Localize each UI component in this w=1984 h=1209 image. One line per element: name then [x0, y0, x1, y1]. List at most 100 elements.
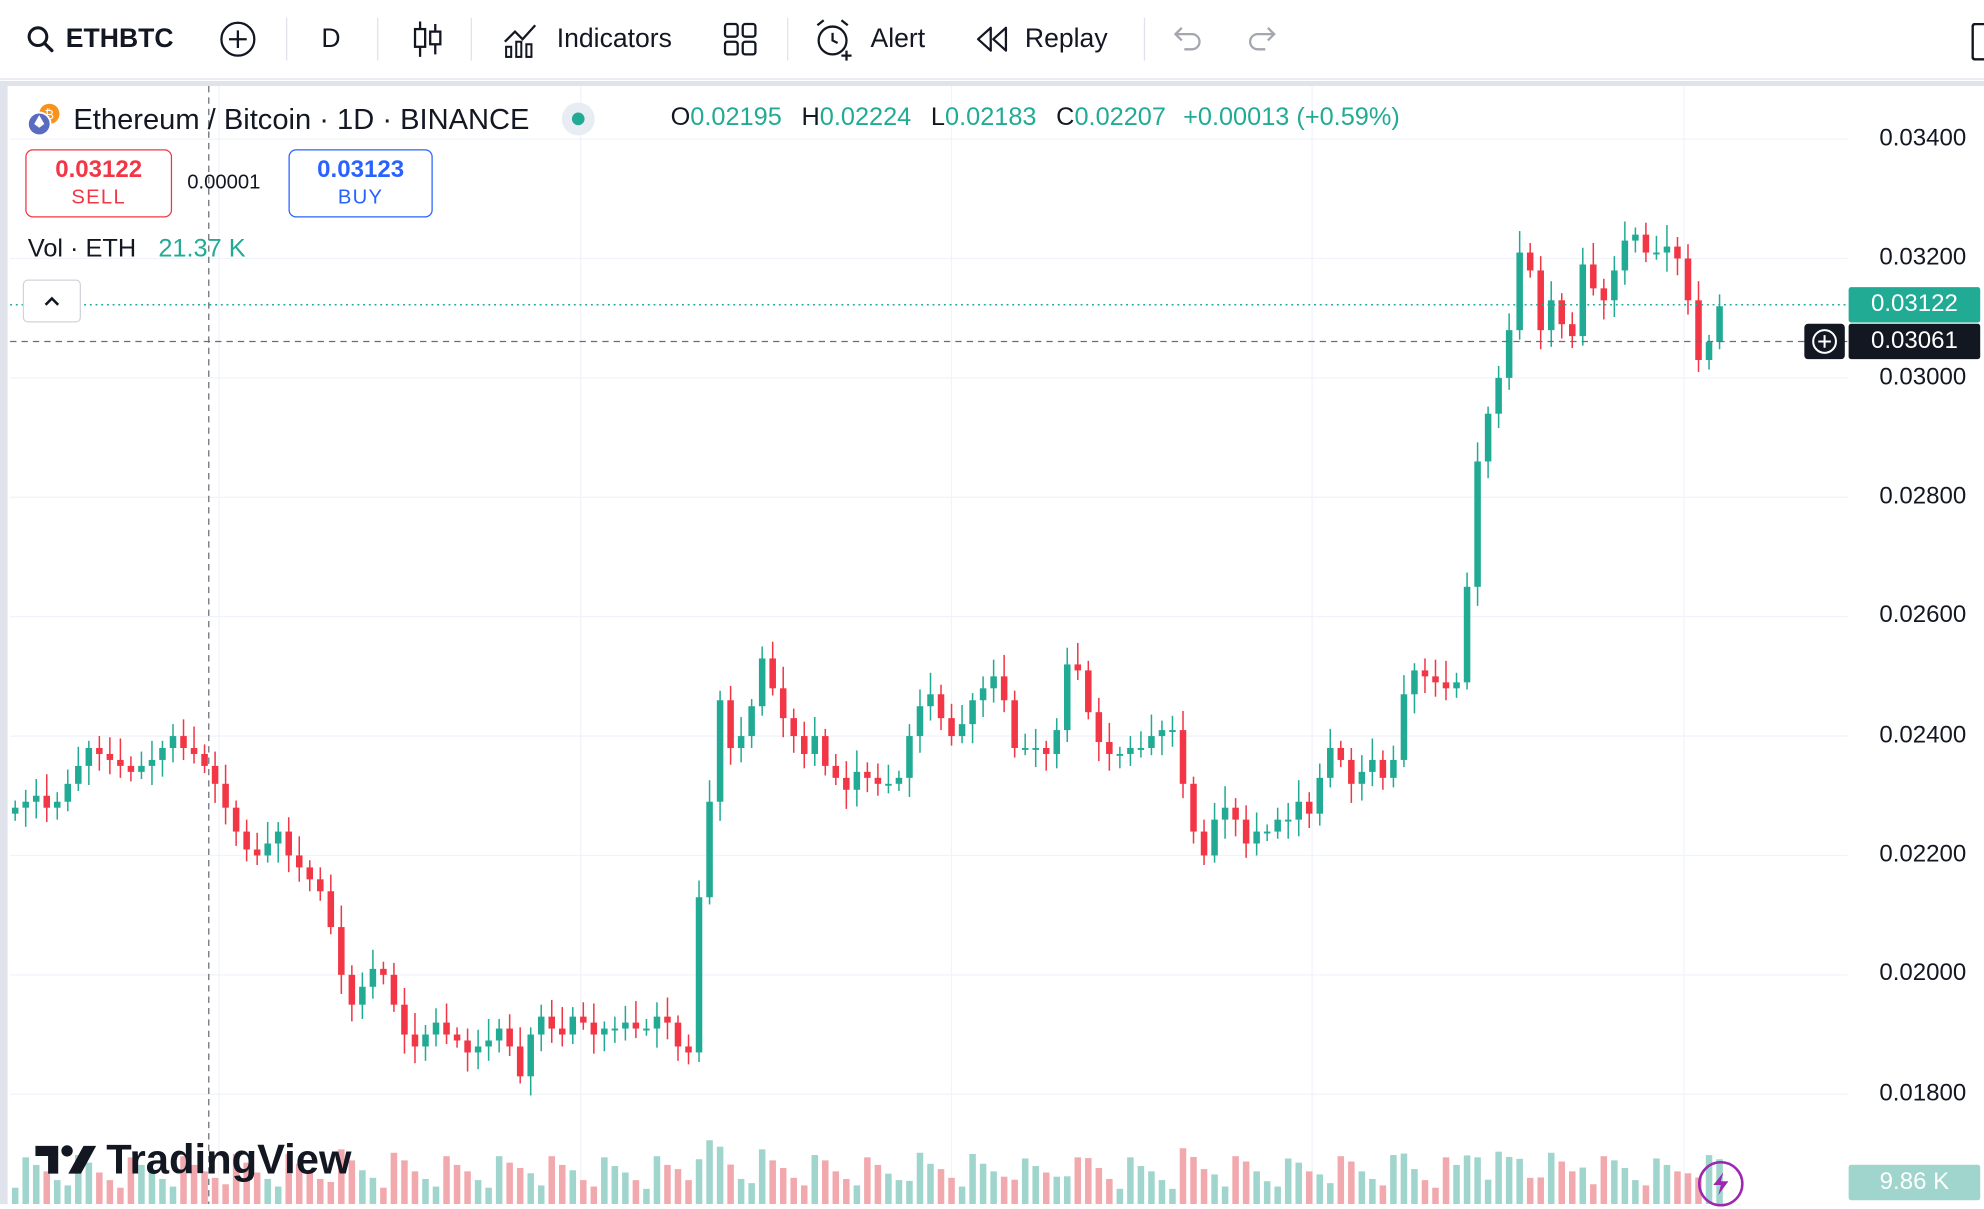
add-alert-button[interactable] [1804, 323, 1845, 360]
candle-body [1558, 300, 1566, 325]
volume-bar [369, 1177, 377, 1205]
symbol-search-button[interactable]: ETHBTC [25, 15, 174, 63]
chart-type-button[interactable] [410, 15, 445, 63]
toolbar-divider [787, 17, 789, 61]
volume-bars [11, 1140, 1723, 1205]
volume-bar [190, 1164, 198, 1205]
alert-button[interactable]: Alert [812, 15, 925, 63]
candle-body [148, 759, 156, 766]
volume-bar [601, 1157, 608, 1205]
candle-body [1348, 759, 1355, 784]
plus-circle-icon [1812, 329, 1837, 354]
volume-bar [1579, 1167, 1587, 1205]
candle-body [22, 801, 29, 808]
candle-body [1011, 700, 1018, 749]
interval-button[interactable]: D [321, 15, 340, 63]
lightning-button[interactable] [1698, 1161, 1744, 1207]
candle-body [1600, 288, 1608, 301]
redo-button[interactable] [1245, 15, 1280, 63]
volume-bar [1211, 1174, 1218, 1205]
candle-body [96, 748, 103, 754]
candle-body [706, 801, 713, 898]
volume-bar [1158, 1180, 1166, 1205]
plus-circle-icon [220, 21, 256, 57]
volume-bar [622, 1172, 629, 1205]
volume-bar [443, 1156, 450, 1205]
volume-bar [11, 1187, 19, 1205]
replay-button[interactable]: Replay [974, 15, 1108, 63]
volume-bar [1442, 1157, 1450, 1205]
volume-bar [685, 1180, 692, 1205]
candle-body [474, 1046, 482, 1053]
candle-body [1169, 730, 1176, 732]
volume-bar [969, 1153, 976, 1205]
volume-bar [1337, 1156, 1345, 1205]
indicators-button[interactable]: Indicators [501, 15, 672, 63]
volume-bar [1127, 1157, 1134, 1205]
volume-bar [737, 1178, 745, 1205]
toolbar-divider [377, 17, 379, 61]
candle-body [1000, 676, 1008, 701]
layouts-button[interactable] [721, 15, 759, 63]
candle-body [422, 1034, 429, 1047]
volume-bar [1169, 1188, 1176, 1205]
compare-symbol-button[interactable] [218, 15, 258, 63]
candle-body [495, 1028, 503, 1041]
candle-body [748, 706, 755, 737]
candle-body [327, 891, 335, 928]
volume-bar [380, 1187, 387, 1205]
candle-body [1590, 264, 1597, 289]
candle-body [1127, 748, 1134, 754]
candle-body [432, 1022, 440, 1035]
candle-body [769, 658, 776, 689]
undo-icon [1173, 27, 1201, 51]
sell-button[interactable]: 0.03122 SELL [25, 149, 173, 218]
symbol-title: Ethereum / Bitcoin · 1D · BINANCE [73, 101, 530, 135]
candle-body [1516, 252, 1523, 331]
volume-bar [874, 1164, 882, 1205]
volume-bar [1116, 1188, 1124, 1205]
volume-bar [327, 1181, 335, 1205]
volume-legend[interactable]: Vol · ETH 21.37 K [28, 235, 246, 264]
volume-bar [127, 1157, 135, 1205]
buy-button[interactable]: 0.03123 BUY [288, 149, 433, 218]
candle-body [453, 1034, 461, 1041]
volume-bar [832, 1171, 840, 1205]
volume-bar [1463, 1155, 1471, 1205]
price-axis-label: 0.02600 [1879, 602, 1967, 629]
volume-bar [548, 1156, 556, 1205]
candle-body [822, 736, 829, 766]
volume-bar [990, 1171, 997, 1205]
fullscreen-icon[interactable] [1971, 22, 1984, 61]
candle-body [359, 986, 366, 1005]
candle-body [601, 1028, 608, 1035]
candle-body [348, 974, 356, 1005]
volume-bar [1505, 1156, 1513, 1205]
volume-bar [1495, 1151, 1502, 1205]
chart-pane[interactable] [0, 80, 1984, 1209]
volume-bar [1569, 1171, 1576, 1205]
candle-body [1263, 831, 1271, 834]
market-status-icon[interactable] [562, 102, 596, 136]
candle-body [390, 974, 398, 1005]
undo-button[interactable] [1169, 15, 1204, 63]
symbol-legend[interactable]: ₿ Ethereum / Bitcoin · 1D · BINANCE [25, 99, 596, 139]
volume-bar [1621, 1167, 1629, 1205]
volume-bar [580, 1180, 587, 1205]
candle-body [885, 783, 892, 786]
low-value: 0.02183 [945, 103, 1037, 132]
volume-bar [1369, 1178, 1376, 1205]
candle-body [32, 795, 40, 802]
price-axis-label: 0.03000 [1879, 364, 1967, 391]
volume-bar [401, 1160, 408, 1205]
collapse-legend-button[interactable] [22, 279, 81, 323]
high-value: 0.02224 [819, 103, 912, 132]
candle-body [1432, 676, 1439, 683]
volume-bar [180, 1156, 187, 1205]
price-axis-label: 0.02800 [1879, 483, 1967, 510]
candle-body [1547, 300, 1555, 331]
candle-body [1284, 819, 1292, 822]
volume-bar [979, 1163, 987, 1205]
volume-bar [1684, 1173, 1692, 1205]
